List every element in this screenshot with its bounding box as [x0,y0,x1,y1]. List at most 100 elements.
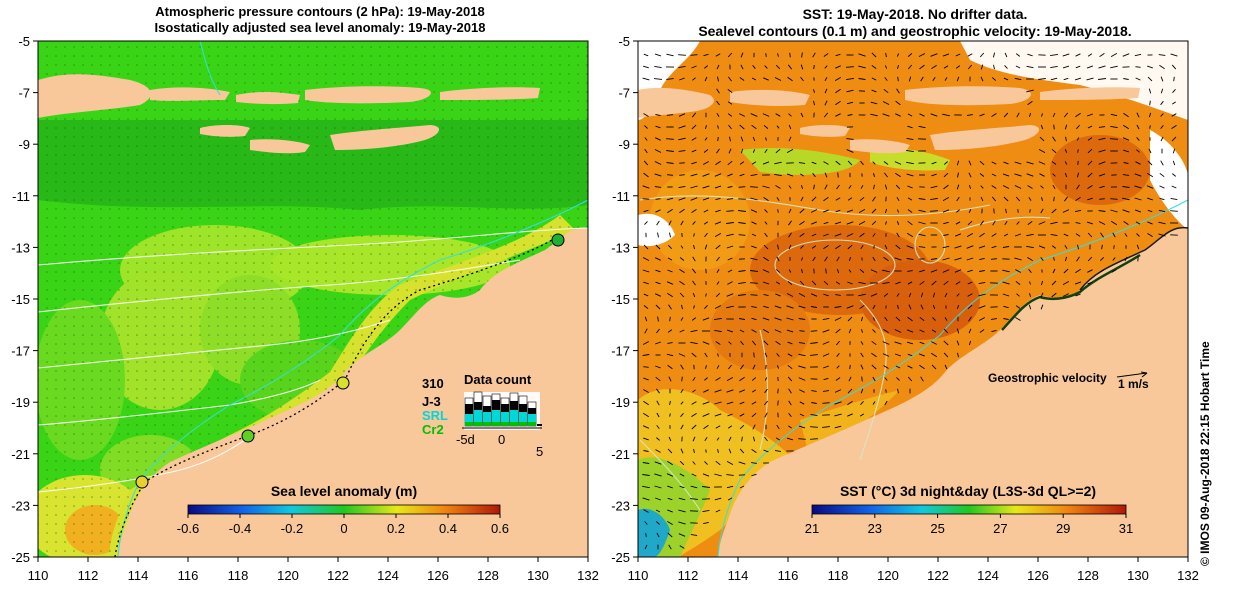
velocity-arrow [705,124,707,130]
velocity-arrow [990,318,998,320]
velocity-arrow [739,389,745,393]
velocity-legend-arrow [1116,372,1148,378]
velocity-arrow [858,281,866,285]
velocity-arrow [678,197,686,201]
x-tick-label: 122 [927,568,949,583]
velocity-arrow [764,232,768,238]
velocity-arrow [798,342,806,344]
velocity-arrow [884,400,888,406]
velocity-arrow [979,160,985,166]
velocity-arrow [1040,304,1044,310]
velocity-arrow [788,220,792,226]
velocity-arrow [714,233,722,237]
velocity-arrow [666,78,674,80]
velocity-arrow [764,352,768,358]
velocity-arrow [714,497,722,501]
velocity-arrow [1172,148,1176,154]
velocity-arrow [738,281,746,285]
velocity-arrow [907,270,913,272]
velocity-arrow [750,294,758,296]
velocity-arrow [1015,65,1021,69]
velocity-arrow [751,449,757,453]
velocity-arrow [643,450,649,452]
velocity-arrow [788,124,792,130]
velocity-arrow [907,376,913,382]
velocity-arrow [762,269,770,273]
velocity-arrow [727,101,733,105]
right-bathymetry-contour [717,199,1188,557]
velocity-arrow [894,353,902,357]
velocity-arrow [835,197,841,201]
velocity-arrow [666,174,674,176]
velocity-arrow [979,173,985,177]
y-tick-label: -9 [618,137,630,152]
velocity-arrow [691,209,697,213]
velocity-arrow [918,209,926,213]
velocity-arrow [1014,257,1022,261]
velocity-arrow [966,233,974,237]
velocity-arrow [680,448,684,454]
x-tick-label: 118 [228,568,249,583]
velocity-arrow [690,498,698,500]
velocity-arrow [726,474,734,476]
velocity-arrow [968,328,972,334]
velocity-arrow [1149,100,1151,106]
velocity-arrow [884,244,888,250]
velocity-arrow [1064,149,1068,153]
velocity-arrow [931,173,937,177]
colorbar-tick-label: 0 [340,521,347,536]
velocity-arrow [691,137,697,141]
velocity-arrow [1003,112,1009,118]
velocity-arrow [679,257,685,261]
velocity-arrow [968,208,972,214]
velocity-arrow [1171,136,1177,142]
velocity-arrow [787,76,793,82]
velocity-arrow [861,329,863,333]
velocity-arrow [739,448,745,454]
velocity-arrow [642,77,650,81]
velocity-arrow [979,113,985,117]
velocity-arrow [666,162,674,164]
velocity-arrow [678,185,686,189]
velocity-arrow [957,352,959,358]
velocity-arrow [872,256,876,262]
velocity-arrow [789,52,791,58]
velocity-arrow [1158,209,1166,213]
velocity-arrow [1040,208,1044,214]
velocity-arrow [907,316,913,322]
velocity-arrow [1002,246,1010,248]
velocity-arrow [824,172,828,178]
velocity-arrow [1159,197,1165,201]
velocity-arrow [680,388,684,394]
velocity-arrow [643,65,649,69]
velocity-arrow [1028,197,1032,201]
velocity-arrow [690,341,698,345]
velocity-arrow [654,186,662,188]
velocity-arrow [714,389,722,393]
velocity-arrow [1087,172,1093,178]
velocity-arrow [727,52,733,58]
velocity-arrow [907,365,913,369]
velocity-arrow [1076,124,1080,130]
velocity-arrow [1110,65,1118,69]
velocity-arrow [992,220,996,226]
colorbar-tick-label: 27 [993,521,1007,536]
velocity-arrow [1149,125,1151,129]
velocity-arrow [727,160,733,166]
velocity-arrow [1015,196,1021,202]
velocity-arrow [1075,233,1081,237]
velocity-arrow [894,329,902,333]
velocity-arrow [667,244,673,250]
velocity-arrow [993,64,995,70]
velocity-arrow [715,292,721,298]
velocity-arrow [702,161,710,165]
velocity-arrow [775,113,781,117]
velocity-arrow [966,257,974,261]
velocity-arrow [882,113,890,117]
velocity-arrow [1148,112,1152,118]
velocity-arrow [871,220,877,226]
velocity-arrow [920,376,924,382]
velocity-arrow [1123,221,1129,225]
velocity-arrow [715,244,721,250]
velocity-arrow [1014,269,1022,273]
